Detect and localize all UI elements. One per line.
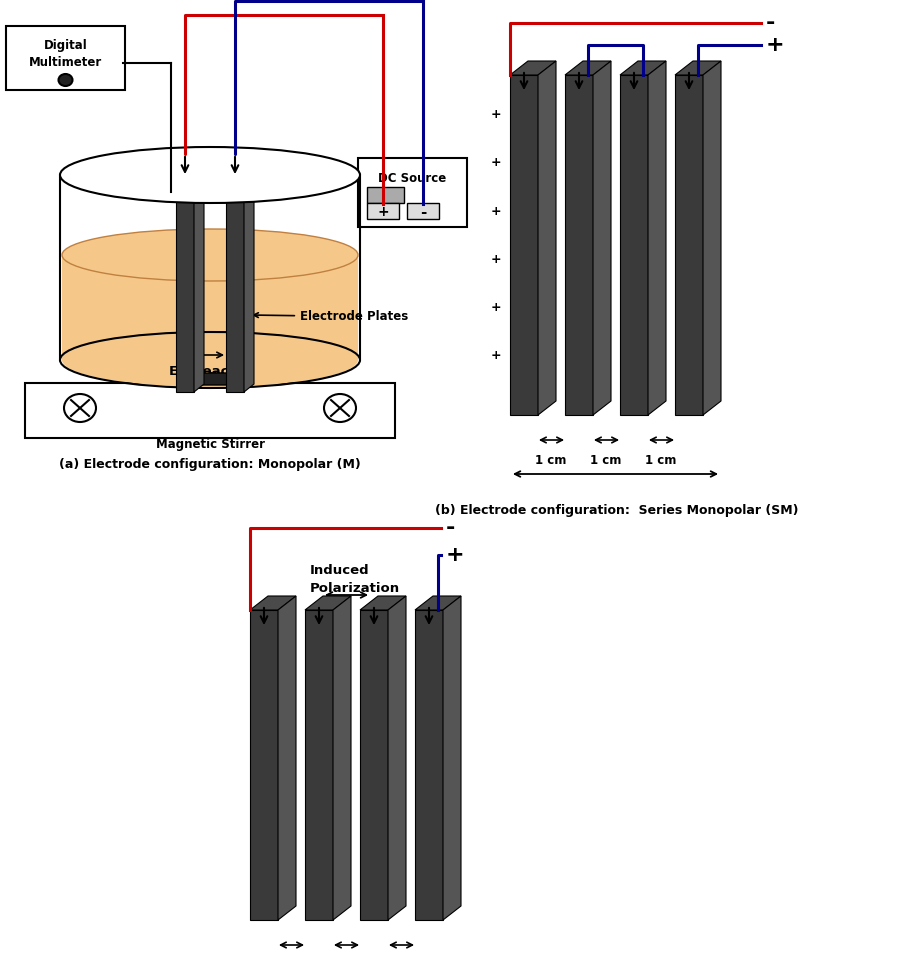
Text: (b) Electrode configuration:  Series Monopolar (SM): (b) Electrode configuration: Series Mono…	[435, 504, 798, 517]
Polygon shape	[278, 596, 296, 920]
Text: -: -	[653, 252, 659, 265]
Text: -: -	[653, 301, 659, 313]
Polygon shape	[510, 61, 556, 75]
Text: +: +	[541, 87, 557, 106]
Text: +: +	[490, 109, 501, 121]
FancyBboxPatch shape	[62, 255, 358, 360]
Polygon shape	[415, 610, 443, 920]
Text: -: -	[446, 518, 456, 538]
Ellipse shape	[62, 229, 358, 281]
Text: +: +	[490, 349, 501, 362]
Polygon shape	[415, 596, 461, 610]
Polygon shape	[226, 162, 244, 392]
Text: +: +	[490, 204, 501, 218]
Text: Electrode Plates: Electrode Plates	[253, 310, 408, 323]
Text: 1 cm: 1 cm	[535, 454, 566, 467]
Polygon shape	[388, 596, 406, 920]
Text: -: -	[651, 87, 659, 106]
Text: -: -	[766, 13, 775, 33]
Text: Induced: Induced	[310, 563, 370, 577]
FancyBboxPatch shape	[367, 203, 399, 219]
Polygon shape	[620, 61, 666, 75]
FancyBboxPatch shape	[367, 187, 404, 203]
Polygon shape	[194, 154, 204, 392]
Text: 1 cm: 1 cm	[645, 454, 677, 467]
Polygon shape	[565, 75, 593, 415]
Ellipse shape	[59, 74, 72, 86]
Polygon shape	[333, 596, 351, 920]
Polygon shape	[360, 596, 406, 610]
FancyBboxPatch shape	[407, 203, 439, 219]
Text: 1 cm: 1 cm	[590, 454, 621, 467]
Polygon shape	[250, 596, 296, 610]
Text: Multimeter: Multimeter	[29, 56, 102, 70]
Polygon shape	[510, 75, 538, 415]
Text: -: -	[420, 204, 426, 220]
FancyBboxPatch shape	[6, 26, 125, 90]
Text: EC Reactor: EC Reactor	[169, 365, 251, 378]
Polygon shape	[593, 61, 611, 415]
Polygon shape	[176, 162, 194, 392]
Ellipse shape	[324, 394, 356, 422]
Text: +: +	[490, 252, 501, 265]
Polygon shape	[305, 596, 351, 610]
FancyBboxPatch shape	[358, 158, 467, 227]
Text: DC Source: DC Source	[379, 172, 447, 184]
Polygon shape	[226, 154, 254, 162]
Text: -: -	[653, 204, 659, 218]
Text: +: +	[377, 205, 389, 219]
Text: 1 cm: 1 cm	[194, 369, 226, 382]
Ellipse shape	[64, 394, 96, 422]
Text: Digital: Digital	[44, 39, 87, 53]
Polygon shape	[675, 75, 703, 415]
FancyBboxPatch shape	[25, 383, 395, 438]
Text: +: +	[766, 35, 785, 55]
Polygon shape	[305, 610, 333, 920]
Text: +: +	[490, 157, 501, 169]
Polygon shape	[675, 61, 721, 75]
Polygon shape	[648, 61, 666, 415]
Polygon shape	[360, 610, 388, 920]
Ellipse shape	[62, 333, 358, 387]
Text: -: -	[653, 109, 659, 121]
Text: Magnetic Stirrer: Magnetic Stirrer	[156, 438, 264, 451]
Polygon shape	[443, 596, 461, 920]
Polygon shape	[250, 610, 278, 920]
Polygon shape	[703, 61, 721, 415]
Polygon shape	[565, 61, 611, 75]
Polygon shape	[176, 154, 204, 162]
Text: +: +	[446, 545, 465, 565]
FancyBboxPatch shape	[187, 373, 233, 385]
Text: (a) Electrode configuration: Monopolar (M): (a) Electrode configuration: Monopolar (…	[59, 458, 361, 471]
Polygon shape	[620, 75, 648, 415]
Polygon shape	[244, 154, 254, 392]
Polygon shape	[538, 61, 556, 415]
Text: -: -	[653, 349, 659, 362]
Ellipse shape	[60, 147, 360, 203]
Text: +: +	[490, 301, 501, 313]
Text: Polarization: Polarization	[310, 582, 400, 595]
Text: -: -	[653, 157, 659, 169]
